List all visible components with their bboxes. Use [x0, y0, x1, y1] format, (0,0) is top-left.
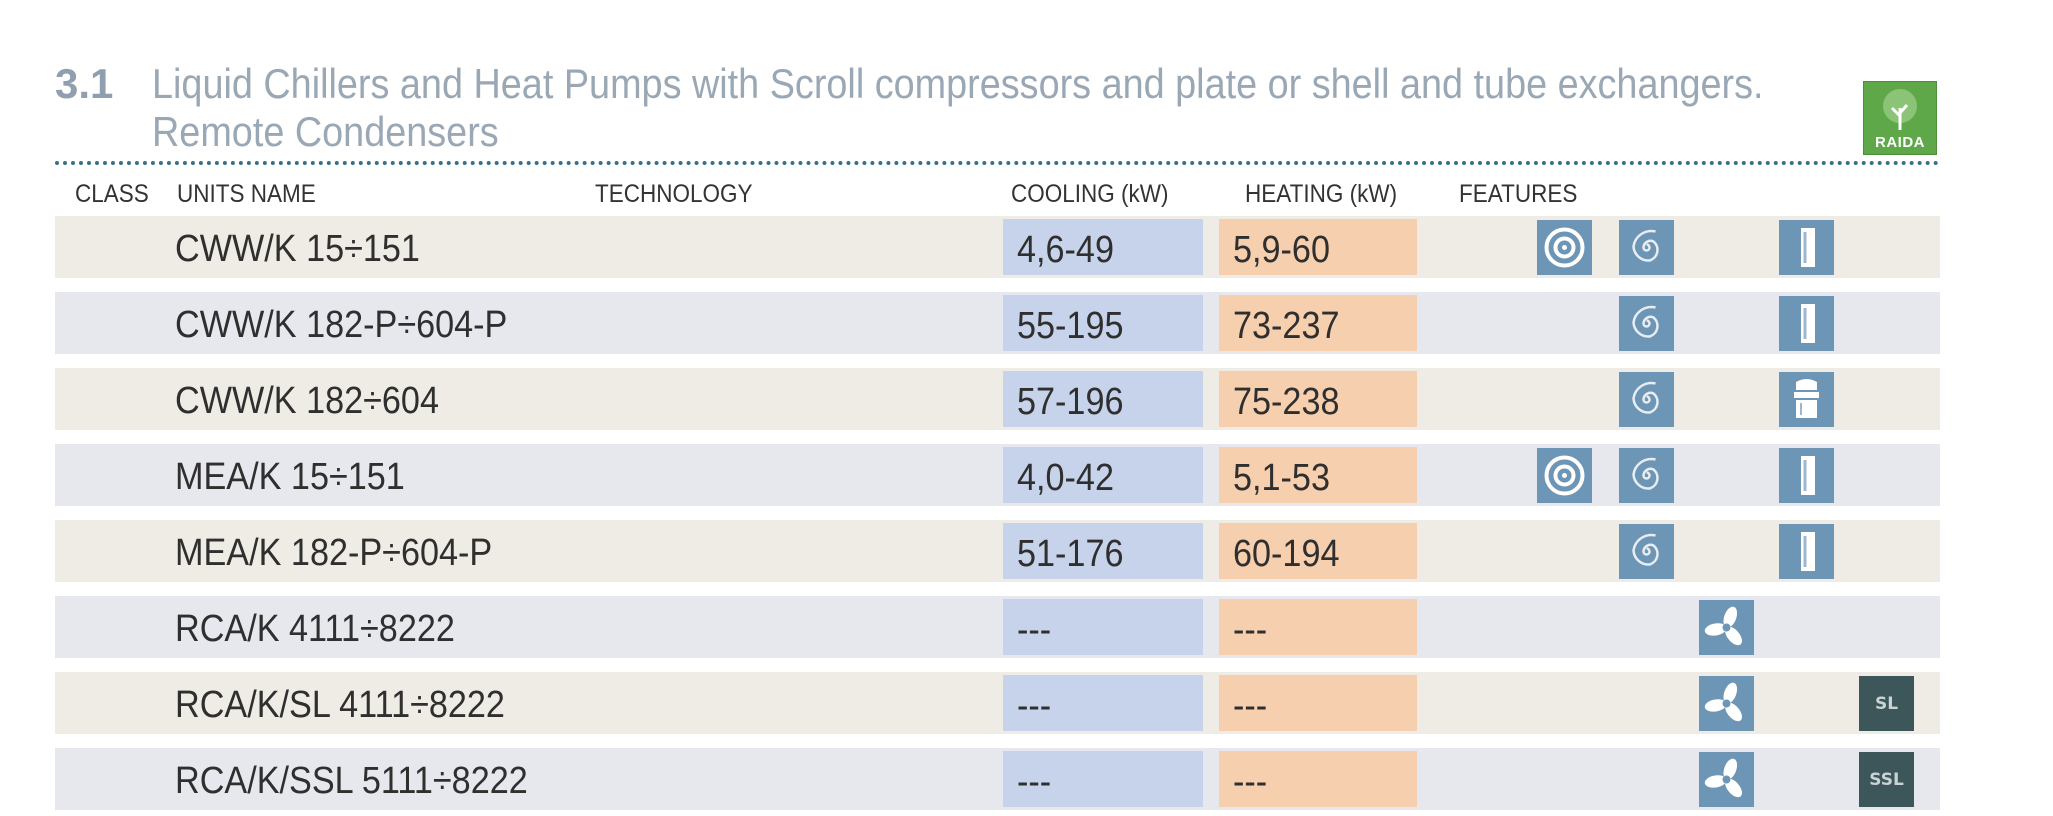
section-number: 3.1	[55, 60, 114, 107]
scroll-compressor-icon	[1619, 524, 1674, 579]
heating-cell: 75-238	[1219, 371, 1417, 427]
header-features: FEATURES	[1459, 180, 1578, 208]
heating-value: 60-194	[1233, 533, 1340, 575]
cooling-cell: ---	[1003, 751, 1203, 807]
fan-icon	[1699, 676, 1754, 731]
cooling-cell: 4,6-49	[1003, 219, 1203, 275]
heating-cell: 5,1-53	[1219, 447, 1417, 503]
cooling-value: ---	[1017, 761, 1052, 803]
tank-unit-icon	[1779, 372, 1834, 427]
plate-exchanger-icon	[1537, 448, 1592, 503]
heating-value: 75-238	[1233, 381, 1340, 423]
table-row: CWW/K 182÷604 57-196 75-238	[55, 368, 1940, 430]
heating-cell: ---	[1219, 751, 1417, 807]
cooling-value: 4,0-42	[1017, 457, 1114, 499]
scroll-compressor-icon	[1619, 448, 1674, 503]
scroll-compressor-icon	[1619, 372, 1674, 427]
unit-name: CWW/K 15÷151	[175, 228, 420, 270]
plate-exchanger-icon	[1537, 220, 1592, 275]
cooling-cell: 51-176	[1003, 523, 1203, 579]
cooling-cell: 57-196	[1003, 371, 1203, 427]
table-row: CWW/K 182-P÷604-P 55-195 73-237	[55, 292, 1940, 354]
sl-badge-icon: SL	[1859, 676, 1914, 731]
section-title-line1: Liquid Chillers and Heat Pumps with Scro…	[152, 60, 1764, 107]
cooling-value: ---	[1017, 609, 1052, 651]
cooling-value: 57-196	[1017, 381, 1124, 423]
title-divider	[55, 161, 1940, 165]
fan-icon	[1699, 600, 1754, 655]
heating-cell: 73-237	[1219, 295, 1417, 351]
cooling-cell: ---	[1003, 675, 1203, 731]
vertical-unit-icon	[1779, 220, 1834, 275]
unit-name: CWW/K 182÷604	[175, 380, 439, 422]
heating-value: 5,9-60	[1233, 229, 1330, 271]
tree-icon	[1883, 89, 1917, 130]
section-title-line2: Remote Condensers	[152, 108, 499, 155]
unit-name: RCA/K/SSL 5111÷8222	[175, 760, 528, 802]
vertical-unit-icon	[1779, 296, 1834, 351]
unit-name: CWW/K 182-P÷604-P	[175, 304, 508, 346]
cooling-value: 51-176	[1017, 533, 1124, 575]
unit-name: RCA/K 4111÷8222	[175, 608, 455, 650]
raida-logo: RAIDA	[1863, 81, 1937, 155]
heating-cell: 60-194	[1219, 523, 1417, 579]
unit-name: RCA/K/SL 4111÷8222	[175, 684, 505, 726]
header-technology: TECHNOLOGY	[595, 180, 753, 208]
unit-name: MEA/K 182-P÷604-P	[175, 532, 493, 574]
table-row: RCA/K/SSL 5111÷8222 --- --- SSL	[55, 748, 1940, 810]
vertical-unit-icon	[1779, 524, 1834, 579]
cooling-cell: ---	[1003, 599, 1203, 655]
section-title: Liquid Chillers and Heat Pumps with Scro…	[152, 60, 1764, 156]
cooling-value: 55-195	[1017, 305, 1124, 347]
ssl-badge-text: SSL	[1869, 770, 1904, 790]
cooling-value: ---	[1017, 685, 1052, 727]
header-heating: HEATING (kW)	[1245, 180, 1398, 208]
fan-icon	[1699, 752, 1754, 807]
heating-value: ---	[1233, 761, 1268, 803]
heating-value: 73-237	[1233, 305, 1340, 347]
vertical-unit-icon	[1779, 448, 1834, 503]
header-class: CLASS	[75, 180, 149, 208]
cooling-cell: 4,0-42	[1003, 447, 1203, 503]
heating-value: ---	[1233, 685, 1268, 727]
heating-value: 5,1-53	[1233, 457, 1330, 499]
heating-cell: ---	[1219, 675, 1417, 731]
cooling-cell: 55-195	[1003, 295, 1203, 351]
heating-cell: ---	[1219, 599, 1417, 655]
scroll-compressor-icon	[1619, 296, 1674, 351]
scroll-compressor-icon	[1619, 220, 1674, 275]
sl-badge-text: SL	[1874, 694, 1899, 714]
table-row: RCA/K/SL 4111÷8222 --- --- SL	[55, 672, 1940, 734]
cooling-value: 4,6-49	[1017, 229, 1114, 271]
ssl-badge-icon: SSL	[1859, 752, 1914, 807]
table-row: RCA/K 4111÷8222 --- ---	[55, 596, 1940, 658]
header-cooling: COOLING (kW)	[1011, 180, 1169, 208]
table-row: CWW/K 15÷151 4,6-49 5,9-60	[55, 216, 1940, 278]
heating-cell: 5,9-60	[1219, 219, 1417, 275]
heating-value: ---	[1233, 609, 1268, 651]
unit-name: MEA/K 15÷151	[175, 456, 405, 498]
logo-text: RAIDA	[1875, 134, 1925, 151]
table-row: MEA/K 182-P÷604-P 51-176 60-194	[55, 520, 1940, 582]
table-row: MEA/K 15÷151 4,0-42 5,1-53	[55, 444, 1940, 506]
header-units-name: UNITS NAME	[177, 180, 316, 208]
